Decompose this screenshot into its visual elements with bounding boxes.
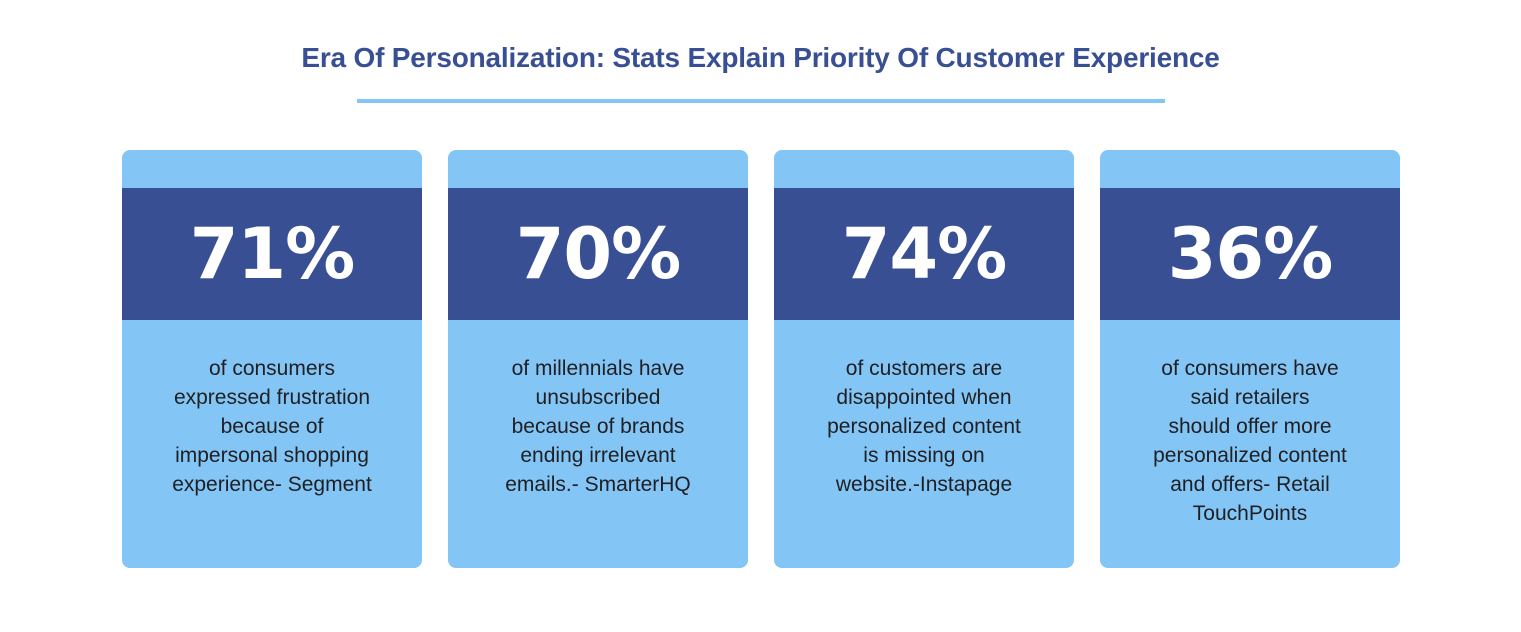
desc-line: of customers are	[845, 357, 1003, 380]
stat-percent: 70%	[515, 213, 682, 295]
desc-line: said retailers	[1190, 386, 1310, 409]
title-underline	[357, 99, 1165, 103]
desc-line: of millennials have	[511, 357, 685, 380]
desc-line: experience- Segment	[172, 473, 372, 496]
desc-line: personalized content	[827, 415, 1021, 438]
stat-card-36: 36% of consumers have said retailers sho…	[1100, 150, 1400, 568]
desc-line: impersonal shopping	[175, 444, 369, 467]
desc-line: website.-Instapage	[835, 473, 1013, 496]
stat-card-74: 74% of customers are disappointed when p…	[774, 150, 1074, 568]
stat-band: 70%	[448, 188, 748, 320]
stat-description: of millennials have unsubscribed because…	[462, 354, 734, 499]
desc-line: because of	[220, 415, 324, 438]
desc-line: unsubscribed	[535, 386, 661, 409]
stat-description: of consumers have said retailers should …	[1114, 354, 1386, 528]
stat-card-70: 70% of millennials have unsubscribed bec…	[448, 150, 748, 568]
desc-line: disappointed when	[836, 386, 1012, 409]
stat-percent: 36%	[1167, 213, 1334, 295]
stat-card-71: 71% of consumers expressed frustration b…	[122, 150, 422, 568]
stat-band: 71%	[122, 188, 422, 320]
stat-band: 36%	[1100, 188, 1400, 320]
stat-band: 74%	[774, 188, 1074, 320]
desc-line: should offer more	[1168, 415, 1332, 438]
stat-description: of consumers expressed frustration becau…	[136, 354, 408, 499]
page-title: Era Of Personalization: Stats Explain Pr…	[301, 42, 1220, 73]
desc-line: of consumers have	[1161, 357, 1339, 380]
desc-line: ending irrelevant	[520, 444, 676, 467]
desc-line: emails.- SmarterHQ	[505, 473, 691, 496]
desc-line: personalized content	[1153, 444, 1347, 467]
desc-line: TouchPoints	[1192, 502, 1308, 525]
desc-line: and offers- Retail	[1170, 473, 1330, 496]
desc-line: of consumers	[208, 357, 336, 380]
stat-percent: 74%	[841, 213, 1008, 295]
desc-line: because of brands	[511, 415, 685, 438]
desc-line: is missing on	[863, 444, 985, 467]
stat-percent: 71%	[189, 213, 356, 295]
stat-description: of customers are disappointed when perso…	[788, 354, 1060, 499]
desc-line: expressed frustration	[173, 386, 371, 409]
